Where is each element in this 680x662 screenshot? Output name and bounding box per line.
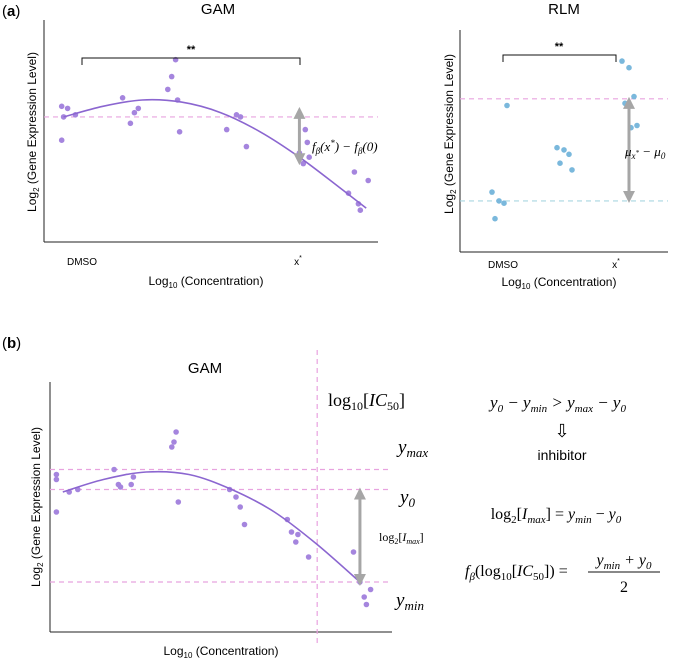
data-point [350,549,357,555]
panel-label-a: (a) [2,3,20,20]
x-tick-xstar: x* [612,258,620,271]
data-point [58,137,65,143]
data-point [557,160,563,166]
y-axis-label: Log2 (Gene Expression Level) [29,427,45,587]
data-point [168,73,175,80]
data-point [169,444,175,450]
ymax-label: ymax [396,437,428,460]
data-point [305,554,312,560]
y-axis-label: Log2 (Gene Expression Level) [442,54,458,214]
difference-label: fβ(x*) − fβ(0) [312,138,378,156]
x-tick-dmso: DMSO [67,257,97,268]
data-point [53,509,60,515]
y0-label: y0 [398,487,415,510]
data-point [173,429,179,435]
data-point [295,531,301,538]
data-point [128,481,134,488]
data-point [175,499,182,505]
inequality: y0 − ymin > ymax − y0 [488,393,626,415]
data-point [634,122,640,129]
data-point [561,147,567,153]
data-point [130,474,137,480]
data-point [304,139,311,146]
data-point [489,189,495,195]
data-point [64,105,71,112]
fit-curve [63,98,367,209]
panel-label-b: (b) [2,335,21,352]
chart-title: GAM [201,1,235,18]
data-point [241,521,248,528]
data-point [501,200,507,206]
chart-title: RLM [548,1,580,18]
significance-bracket [81,57,301,65]
chart-title: GAM [188,360,222,377]
data-point [53,476,60,483]
significance-bracket [502,54,617,62]
imax-label: log2[Imax] [379,530,424,546]
fraction-denominator: 2 [620,579,628,596]
y-axis-label: Log2 (Gene Expression Level) [25,52,41,212]
data-point [365,177,372,184]
data-point [363,601,370,608]
data-point [233,494,239,500]
data-point [119,95,126,101]
data-point [492,215,498,222]
data-point [111,466,117,473]
data-point [357,207,364,213]
x-axis-label: Log10 (Concentration) [149,274,264,290]
ic50-label: log10[IC50] [328,390,405,413]
x-tick-dmso: DMSO [488,260,518,271]
data-point [631,93,637,100]
data-point [554,144,560,151]
data-point [58,103,65,110]
data-point [306,154,313,160]
ymin-label: ymin [394,590,424,613]
data-point [243,143,250,150]
data-point [176,129,183,135]
data-point [367,586,374,593]
fbeta-equation: fβ(log10[IC50]) = [465,563,568,583]
data-point [117,484,124,490]
down-arrow-icon: ⇩ [554,421,569,441]
x-axis-label: Log10 (Concentration) [502,275,617,291]
data-point [171,439,177,445]
fit-curve [62,470,361,583]
data-point [223,126,230,133]
x-axis-label: Log10 (Concentration) [164,644,279,660]
data-point [53,471,60,478]
data-point [131,109,138,116]
data-point [504,102,510,109]
significance-label: ** [187,44,196,56]
data-point [626,64,632,71]
data-point [237,114,244,120]
data-point [237,504,243,510]
fraction-numerator: ymin + y0 [594,552,652,572]
data-point [622,100,628,107]
data-point [165,86,171,93]
data-point [361,594,368,600]
data-point [127,120,134,127]
imax-equation: log2[Imax] = ymin − y0 [491,506,622,526]
data-point [293,539,299,545]
data-point [566,151,572,158]
data-point [569,167,575,173]
data-point [496,198,502,204]
data-point [302,126,309,133]
data-point [619,58,625,64]
chart-a-rlm: RLM ** μx* − μ0 DMSO x* Log10 (Concentra… [442,1,668,291]
equations: y0 − ymin > ymax − y0 ⇩ inhibitor log2[I… [465,393,660,596]
data-point [135,105,142,112]
significance-label: ** [555,41,564,53]
inhibitor-label: inhibitor [537,447,586,463]
chart-b-gam: GAM log10[IC50] ymax y0 ymin log2[Imax] … [29,350,428,660]
data-point [288,529,295,535]
x-tick-xstar: x* [294,255,302,268]
chart-a-gam: GAM ** fβ(x*) − fβ(0) DMSO x* Log10 (Con… [25,1,378,290]
difference-label: μx* − μ0 [624,144,666,161]
data-point [351,169,358,175]
